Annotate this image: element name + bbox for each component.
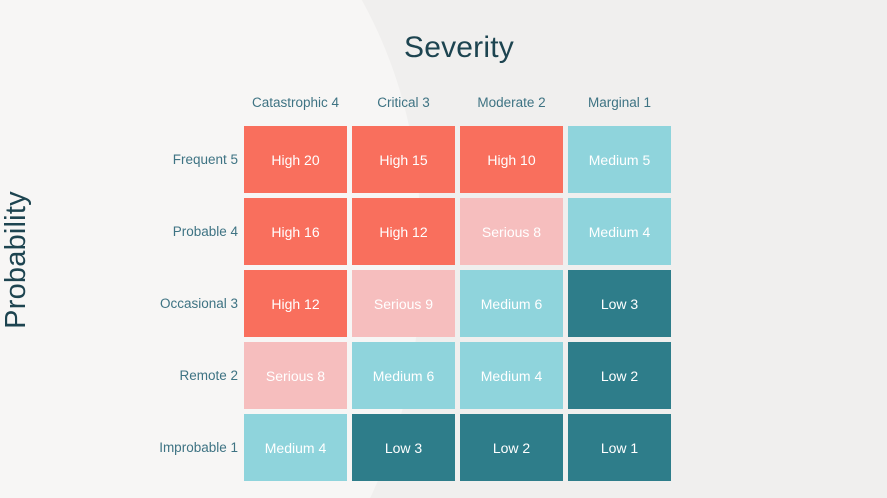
matrix-cell-medium: Medium 4 bbox=[244, 414, 347, 481]
severity-column-header: Critical 3 bbox=[377, 95, 430, 110]
matrix-cell-high: High 15 bbox=[352, 126, 455, 193]
matrix-cell-medium: Medium 6 bbox=[352, 342, 455, 409]
matrix-row: High 16 High 12 Serious 8 Medium 4 bbox=[244, 198, 671, 265]
matrix-cell-medium: Medium 4 bbox=[568, 198, 671, 265]
matrix-cell-low: Low 2 bbox=[460, 414, 563, 481]
matrix-row: Serious 8 Medium 6 Medium 4 Low 2 bbox=[244, 342, 671, 409]
matrix-cell-medium: Medium 5 bbox=[568, 126, 671, 193]
matrix-cell-low: Low 3 bbox=[568, 270, 671, 337]
matrix-cell-medium: Medium 4 bbox=[460, 342, 563, 409]
matrix-cell-serious: Serious 8 bbox=[460, 198, 563, 265]
matrix-cell-serious: Serious 8 bbox=[244, 342, 347, 409]
matrix-cell-high: High 16 bbox=[244, 198, 347, 265]
matrix-cell-serious: Serious 9 bbox=[352, 270, 455, 337]
severity-column-header-row: Catastrophic 4 Critical 3 Moderate 2 Margin… bbox=[244, 95, 674, 110]
matrix-cell-high: High 12 bbox=[244, 270, 347, 337]
matrix-row: Medium 4 Low 3 Low 2 Low 1 bbox=[244, 414, 671, 481]
matrix-cell-low: Low 3 bbox=[352, 414, 455, 481]
probability-row-header: Frequent 5 bbox=[172, 152, 238, 167]
probability-axis-title: Probability bbox=[0, 191, 32, 329]
matrix-cell-low: Low 1 bbox=[568, 414, 671, 481]
matrix-cell-high: High 10 bbox=[460, 126, 563, 193]
matrix-row: High 20 High 15 High 10 Medium 5 bbox=[244, 126, 671, 193]
probability-row-header: Probable 4 bbox=[172, 224, 238, 239]
severity-axis-title: Severity bbox=[404, 31, 514, 64]
probability-row-header: Occasional 3 bbox=[159, 296, 238, 311]
matrix-cell-low: Low 2 bbox=[568, 342, 671, 409]
risk-matrix-grid: High 20 High 15 High 10 Medium 5 High 16 High… bbox=[244, 126, 671, 481]
matrix-row: High 12 Serious 9 Medium 6 Low 3 bbox=[244, 270, 671, 337]
severity-column-header: Catastrophic 4 bbox=[251, 95, 340, 110]
probability-row-header: Improbable 1 bbox=[159, 440, 238, 455]
severity-column-header: Marginal 1 bbox=[587, 95, 652, 110]
probability-row-header: Remote 2 bbox=[179, 368, 238, 383]
severity-column-header: Moderate 2 bbox=[477, 95, 546, 110]
matrix-cell-high: High 12 bbox=[352, 198, 455, 265]
probability-row-header-column: Frequent 5 Probable 4 Occasional 3 Remote 2… bbox=[108, 126, 238, 481]
matrix-cell-medium: Medium 6 bbox=[460, 270, 563, 337]
matrix-cell-high: High 20 bbox=[244, 126, 347, 193]
